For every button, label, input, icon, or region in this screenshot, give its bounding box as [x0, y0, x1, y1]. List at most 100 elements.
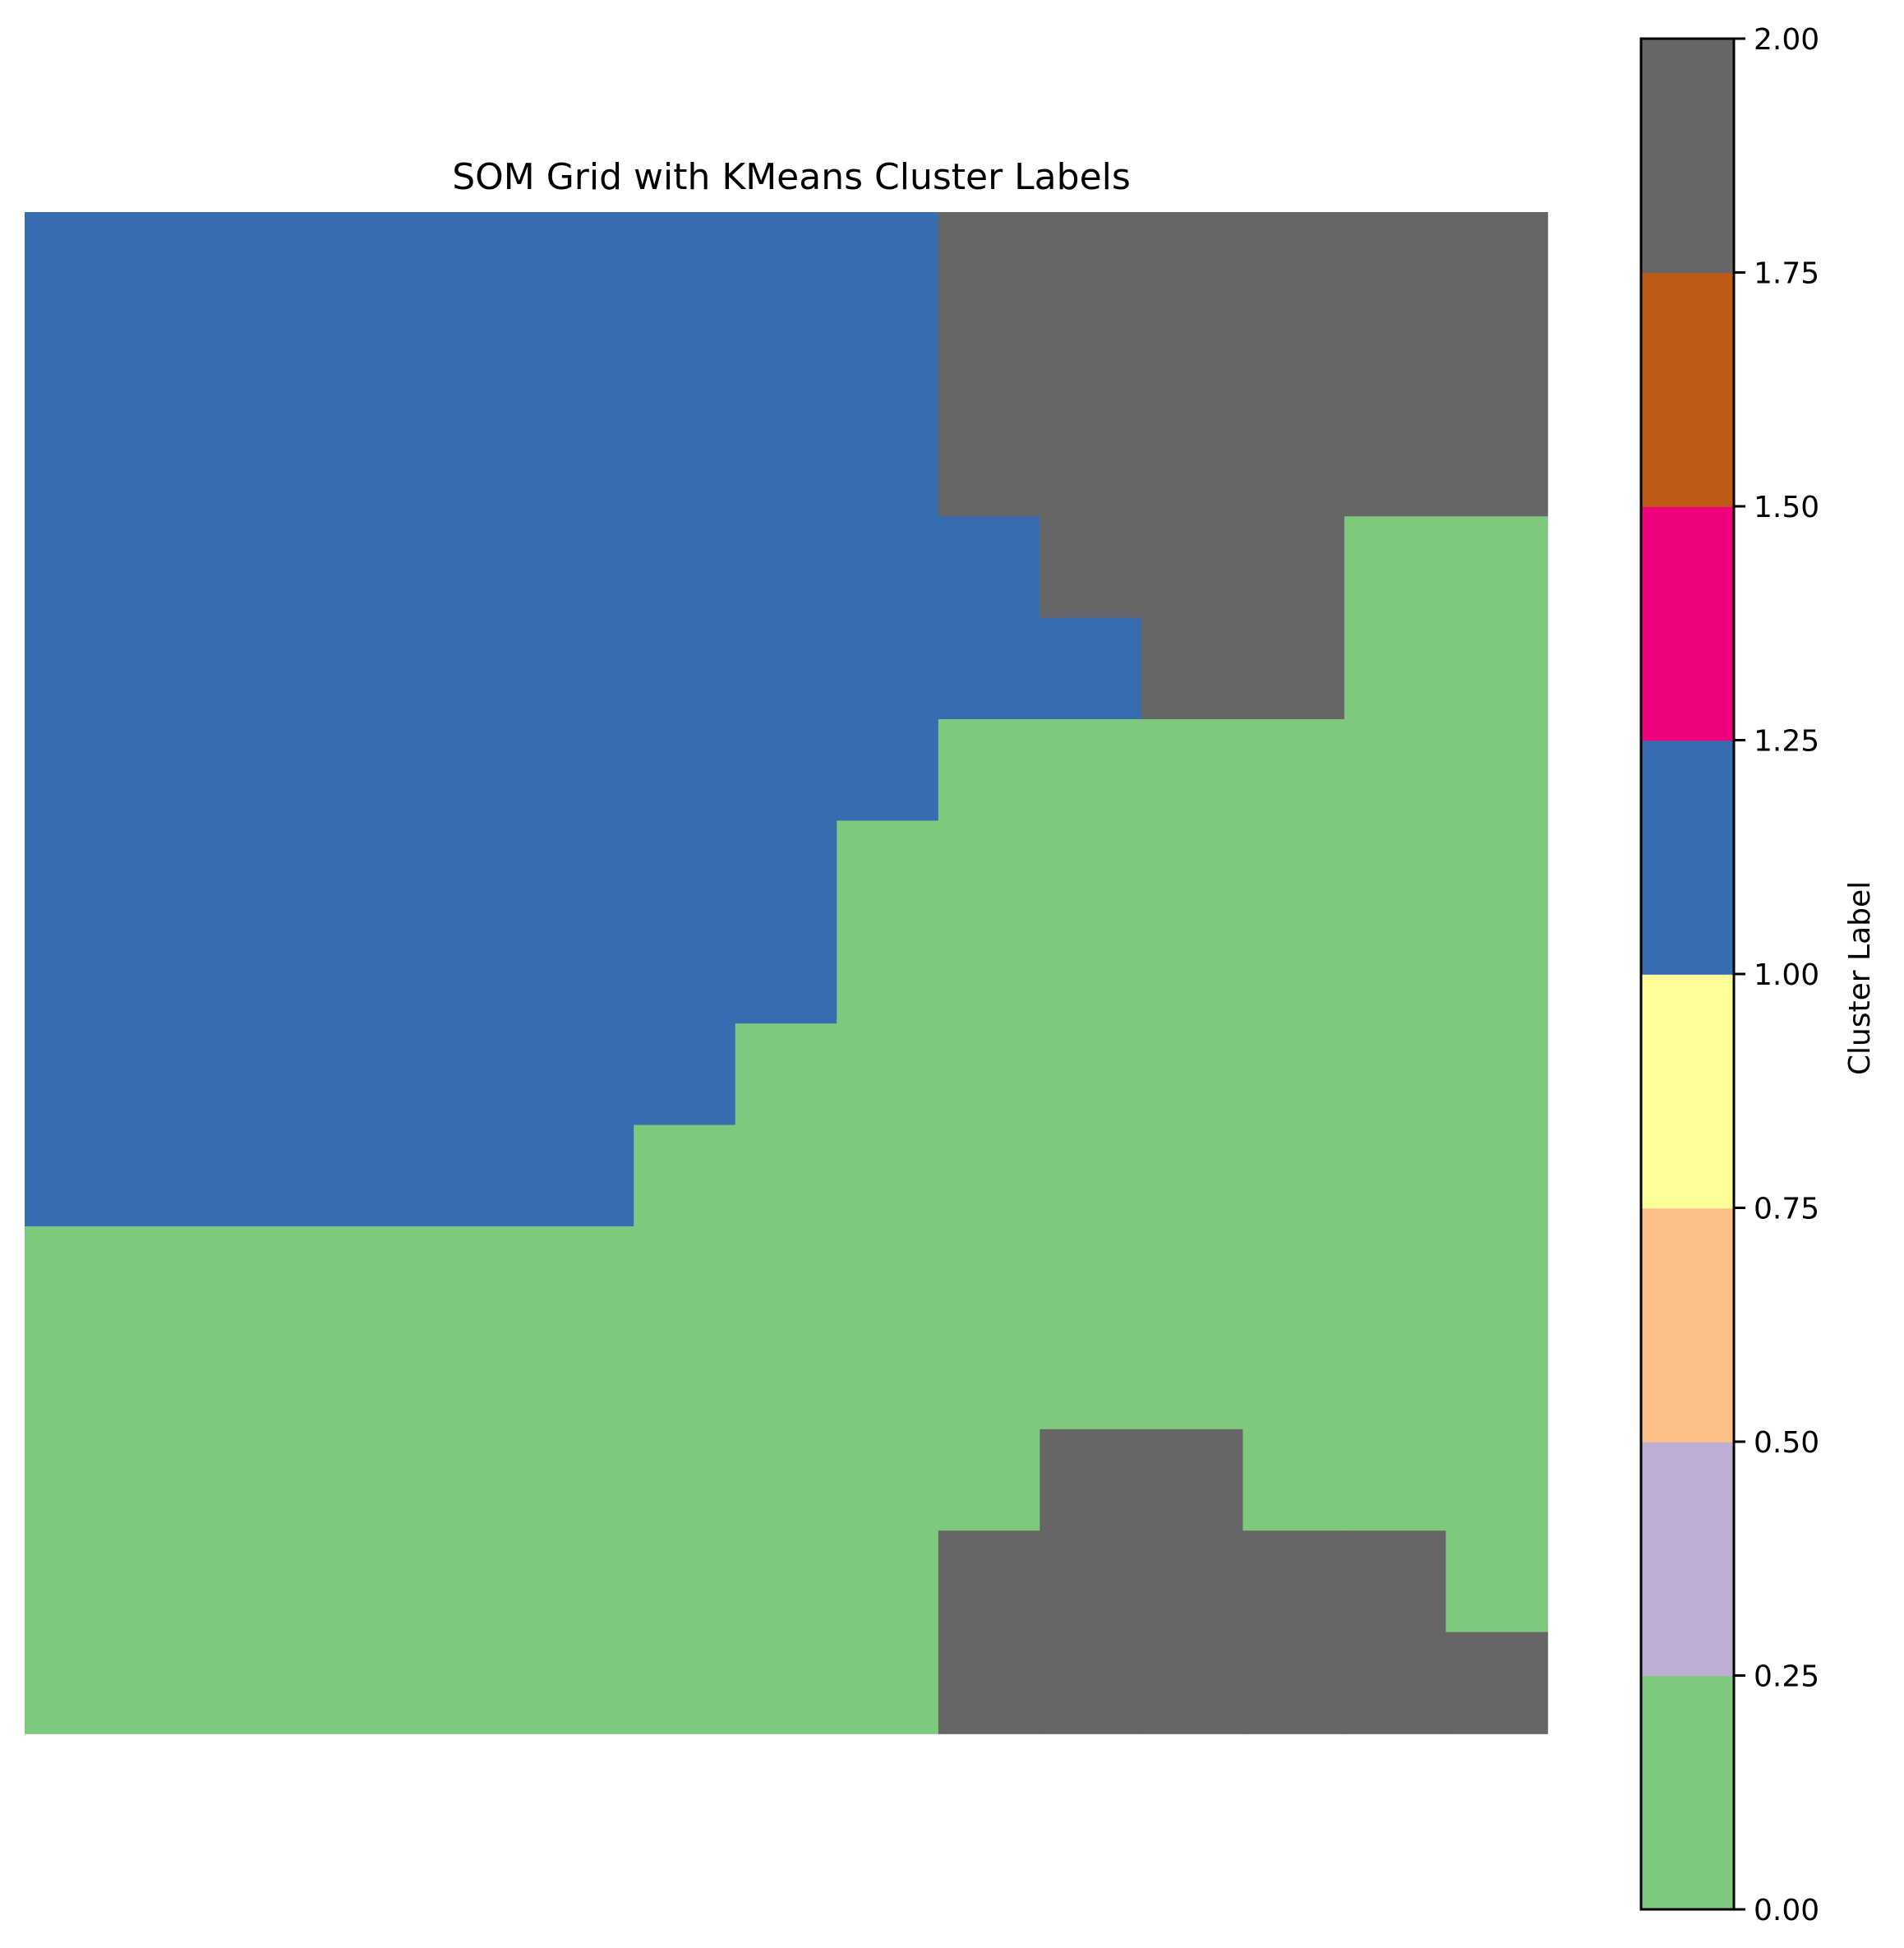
heatmap-cell	[1242, 212, 1345, 315]
heatmap-cell	[938, 820, 1041, 923]
heatmap-cell	[25, 1429, 127, 1531]
heatmap-cell	[1141, 212, 1244, 315]
heatmap-cell	[1242, 1023, 1345, 1126]
heatmap-cell	[431, 1124, 533, 1227]
heatmap-cell	[634, 921, 736, 1024]
heatmap-cell	[126, 1023, 228, 1126]
heatmap-cell	[938, 1530, 1041, 1633]
heatmap-cell	[329, 516, 431, 619]
heatmap-cell	[228, 1023, 330, 1126]
heatmap-cell	[837, 1124, 939, 1227]
heatmap-grid	[25, 212, 1548, 1734]
heatmap-cell	[126, 212, 228, 315]
heatmap-cell	[532, 1327, 634, 1430]
heatmap-cell	[126, 1429, 228, 1531]
heatmap-cell	[532, 1023, 634, 1126]
heatmap-cell	[126, 1632, 228, 1734]
heatmap-cell	[1040, 617, 1142, 720]
colorbar-tick-label: 1.00	[1754, 958, 1819, 992]
heatmap-cell	[1445, 1429, 1548, 1531]
heatmap-cell	[228, 617, 330, 720]
heatmap-cell	[1344, 1226, 1447, 1329]
heatmap-cell	[837, 1530, 939, 1633]
heatmap-cell	[431, 719, 533, 822]
heatmap-cell	[1445, 1023, 1548, 1126]
heatmap-cell	[938, 516, 1041, 619]
heatmap-cell	[329, 719, 431, 822]
heatmap-cell	[431, 212, 533, 315]
heatmap-cell	[1445, 617, 1548, 720]
heatmap-cell	[1242, 719, 1345, 822]
heatmap-cell	[1445, 1226, 1548, 1329]
heatmap-cell	[126, 313, 228, 416]
heatmap-cell	[938, 1226, 1041, 1329]
heatmap-cell	[431, 820, 533, 923]
heatmap-cell	[532, 617, 634, 720]
heatmap-cell	[938, 1429, 1041, 1531]
heatmap-cell	[25, 719, 127, 822]
heatmap-cell	[532, 1226, 634, 1329]
heatmap-cell	[837, 212, 939, 315]
heatmap-cell	[1344, 1023, 1447, 1126]
colorbar-segment	[1641, 272, 1734, 507]
heatmap-cell	[1040, 1327, 1142, 1430]
heatmap-cell	[837, 313, 939, 416]
heatmap-cell	[329, 212, 431, 315]
heatmap-cell	[938, 1124, 1041, 1227]
heatmap-cell	[1445, 1327, 1548, 1430]
heatmap-cell	[1141, 617, 1244, 720]
heatmap-cell	[329, 1530, 431, 1633]
heatmap-cell	[431, 921, 533, 1024]
heatmap-cell	[735, 1429, 838, 1531]
heatmap-cell	[837, 820, 939, 923]
heatmap-cell	[1344, 1124, 1447, 1227]
colorbar-tick-label: 0.25	[1754, 1660, 1819, 1694]
heatmap-cell	[735, 921, 838, 1024]
heatmap-cell	[1242, 617, 1345, 720]
heatmap-cell	[634, 313, 736, 416]
heatmap-cell	[1141, 719, 1244, 822]
heatmap-cell	[1141, 1429, 1244, 1531]
heatmap-cell	[1040, 1023, 1142, 1126]
heatmap-cell	[1242, 516, 1345, 619]
heatmap-cell	[126, 921, 228, 1024]
colorbar-tick-label: 0.00	[1754, 1894, 1819, 1927]
heatmap-cell	[329, 1124, 431, 1227]
heatmap-cell	[837, 617, 939, 720]
heatmap-cell	[634, 617, 736, 720]
heatmap-cell	[228, 1632, 330, 1734]
heatmap-cell	[634, 414, 736, 517]
heatmap-cell	[431, 1226, 533, 1329]
heatmap-cell	[1344, 820, 1447, 923]
heatmap-cell	[1141, 1530, 1244, 1633]
heatmap-cell	[329, 820, 431, 923]
heatmap-cell	[1445, 313, 1548, 416]
heatmap-cell	[329, 921, 431, 1024]
heatmap-cell	[532, 212, 634, 315]
colorbar-segment	[1641, 1207, 1734, 1443]
heatmap-cell	[25, 1530, 127, 1633]
heatmap-cell	[532, 516, 634, 619]
heatmap-cell	[1040, 921, 1142, 1024]
heatmap-cell	[1040, 1429, 1142, 1531]
heatmap-cell	[25, 1327, 127, 1430]
heatmap-cell	[1141, 820, 1244, 923]
heatmap-cell	[532, 1429, 634, 1531]
heatmap-cell	[1344, 1327, 1447, 1430]
heatmap-cell	[1344, 719, 1447, 822]
heatmap-cell	[1040, 1530, 1142, 1633]
heatmap-cell	[634, 516, 736, 619]
heatmap-cell	[1344, 921, 1447, 1024]
heatmap-cell	[1344, 1530, 1447, 1633]
heatmap-cell	[431, 1023, 533, 1126]
heatmap-cell	[837, 1429, 939, 1531]
heatmap-cell	[431, 1632, 533, 1734]
heatmap-cell	[431, 617, 533, 720]
heatmap-cell	[329, 313, 431, 416]
heatmap-cell	[1445, 1632, 1548, 1734]
heatmap-cell	[735, 719, 838, 822]
heatmap-cell	[25, 1226, 127, 1329]
heatmap-cell	[1242, 1327, 1345, 1430]
heatmap-cell	[1344, 1632, 1447, 1734]
